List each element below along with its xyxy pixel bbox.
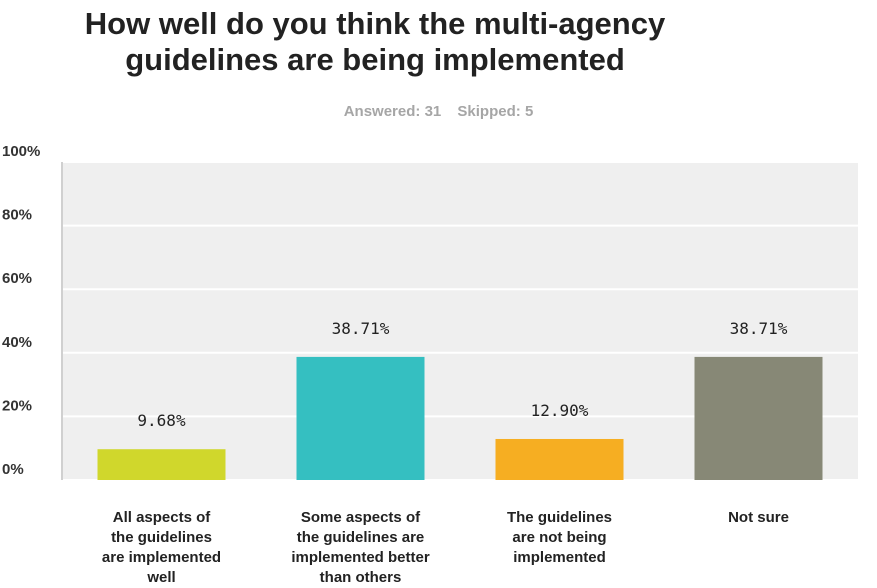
y-tick-label: 80% (2, 207, 32, 224)
response-summary: Answered: 31 Skipped: 5 (0, 103, 877, 120)
y-tick-label: 100% (2, 143, 40, 160)
x-tick-label: Some aspects of the guidelines are impleme… (291, 509, 430, 586)
x-tick-label-line: All aspects of (113, 509, 212, 526)
bar (694, 356, 823, 480)
x-tick-label-line: well (146, 569, 175, 586)
x-tick-label-line: the guidelines (111, 529, 212, 546)
skipped-label: Skipped: (457, 103, 521, 120)
data-label: 38.71% (730, 319, 788, 338)
bar (296, 356, 425, 480)
x-tick-label-line: are implemented (102, 549, 221, 566)
x-tick-label: All aspects of the guidelines are implemen… (102, 509, 221, 586)
x-tick-label-line: the guidelines are (297, 529, 425, 546)
y-tick-label: 60% (2, 270, 32, 287)
x-tick-label: The guidelines are not being implemented (507, 509, 612, 566)
y-axis-ticks: 0% 20% 40% 60% 80% 100% (2, 143, 40, 478)
answered-label: Answered: (343, 103, 421, 120)
chart-title: How well do you think the multi-agency g… (84, 6, 666, 77)
data-label: 38.71% (332, 319, 390, 338)
bar (97, 449, 226, 480)
skipped-count: 5 (524, 103, 534, 120)
data-label: 9.68% (137, 411, 186, 430)
y-tick-label: 20% (2, 397, 32, 414)
x-tick-label-line: than others (320, 569, 402, 586)
data-label: 12.90% (531, 401, 589, 420)
answered-count: 31 (424, 103, 442, 120)
bar (495, 438, 624, 480)
x-tick-label-line: The guidelines (507, 509, 612, 526)
x-tick-label-line: Not sure (728, 509, 789, 526)
x-tick-label: Not sure (728, 509, 789, 526)
x-tick-label-line: implemented better (291, 549, 430, 566)
bars (97, 356, 823, 480)
x-tick-label-line: Some aspects of (301, 509, 421, 526)
data-labels: 9.68% 38.71% 12.90% 38.71% (137, 319, 787, 430)
x-axis-labels: All aspects of the guidelines are implemen… (102, 509, 789, 586)
x-tick-label-line: are not being (512, 529, 606, 546)
y-tick-label: 0% (2, 461, 24, 478)
x-tick-label-line: implemented (513, 549, 606, 566)
y-tick-label: 40% (2, 334, 32, 351)
